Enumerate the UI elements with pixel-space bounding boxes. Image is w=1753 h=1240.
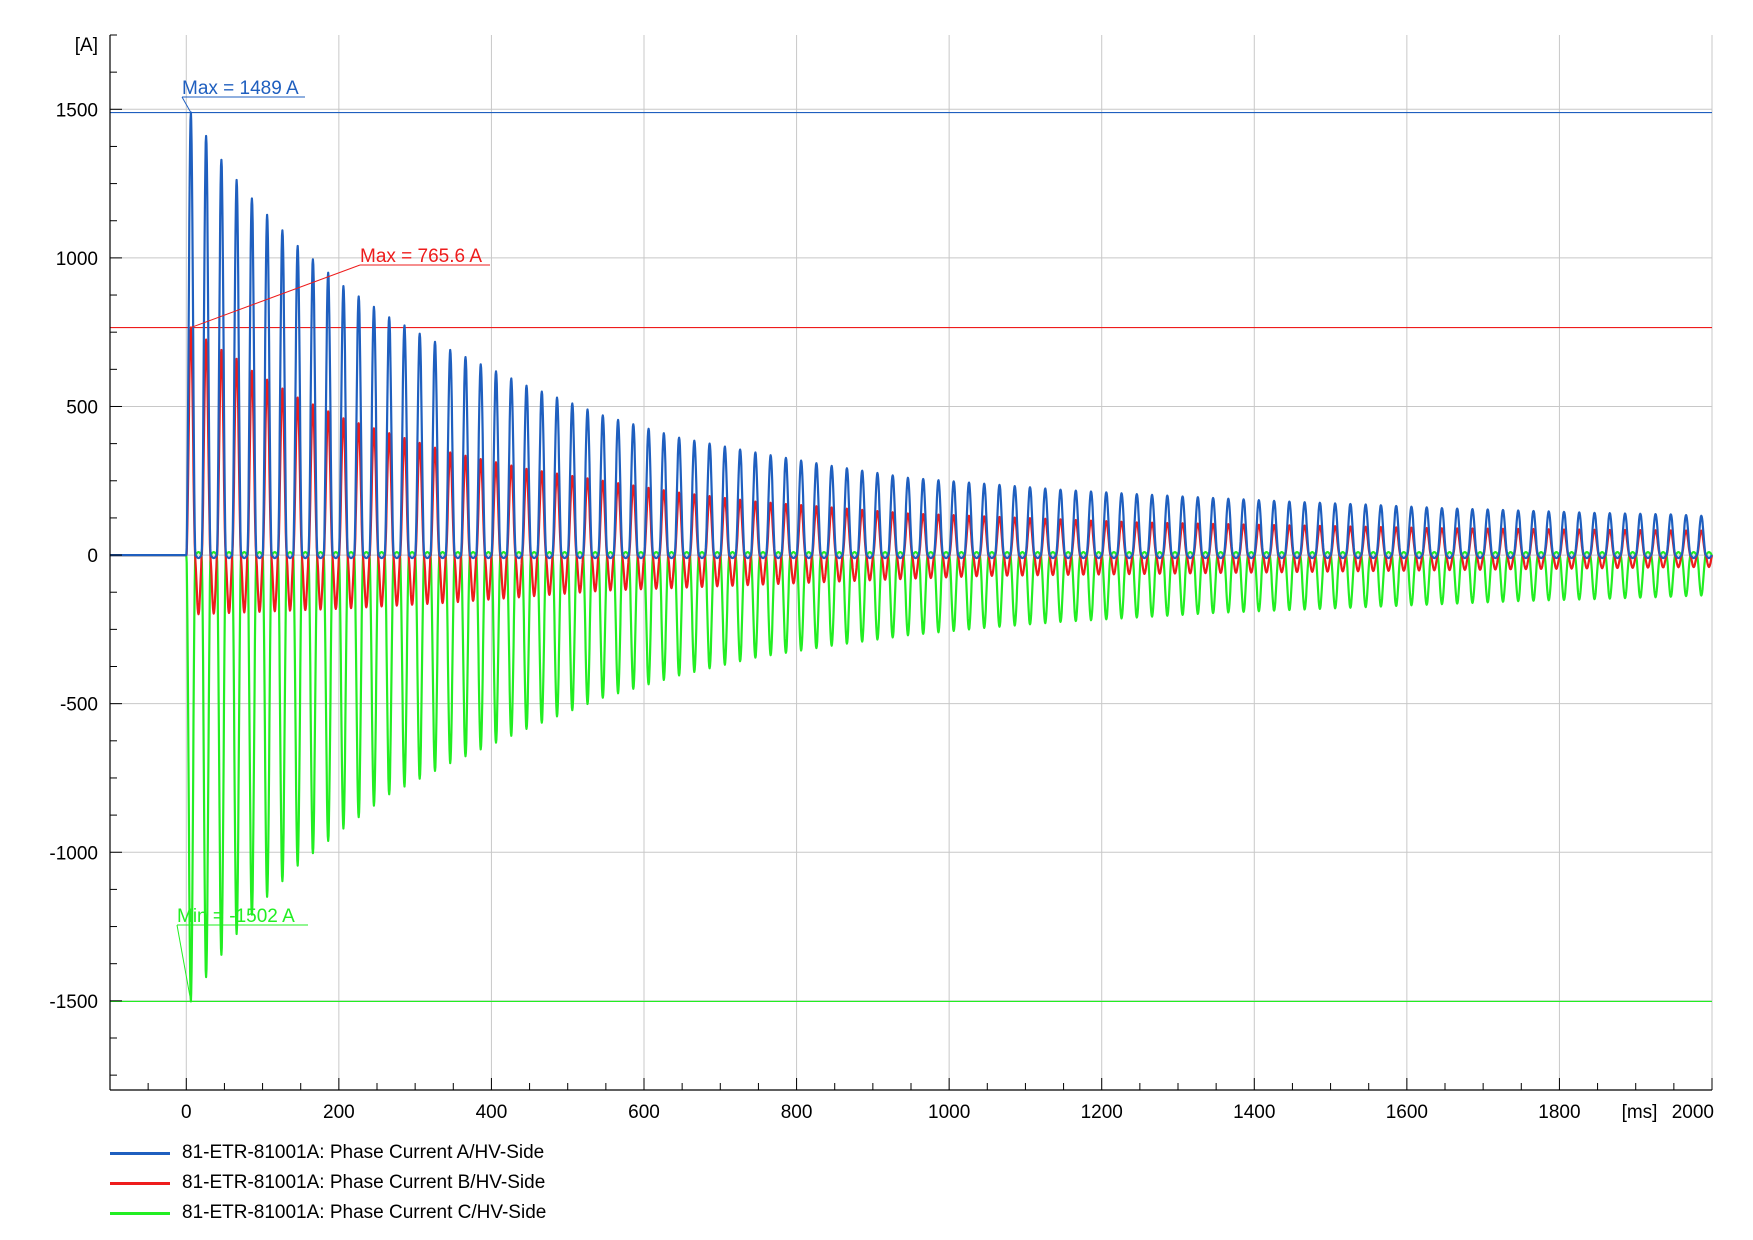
y-tick-label: -1000: [49, 843, 98, 864]
x-tick-label: 0: [181, 1102, 192, 1123]
series-line-a: [110, 111, 1713, 560]
legend-item-b: 81-ETR-81001A: Phase Current B/HV-Side: [110, 1168, 546, 1198]
annotation-label-a: Max = 1489 A: [182, 78, 299, 99]
y-tick-label: 1500: [56, 100, 98, 121]
legend-swatch-c: [110, 1211, 170, 1215]
x-tick-label: 1400: [1233, 1102, 1275, 1123]
annotation-label-b: Max = 765.6 A: [360, 246, 482, 267]
x-tick-label: 1800: [1538, 1102, 1580, 1123]
axes: [109, 34, 1713, 1091]
series-lines: [110, 111, 1714, 1003]
legend-label-c: 81-ETR-81001A: Phase Current C/HV-Side: [182, 1202, 547, 1223]
annotation-leader-c: [176, 924, 192, 1002]
x-tick-label: 400: [476, 1102, 508, 1123]
annotation-leader-a: [181, 96, 192, 113]
legend-item-a: 81-ETR-81001A: Phase Current A/HV-Side: [110, 1138, 546, 1168]
legend-label-b: 81-ETR-81001A: Phase Current B/HV-Side: [182, 1172, 546, 1193]
y-unit-label: [A]: [75, 35, 98, 56]
x-tick-label: 2000: [1672, 1102, 1714, 1123]
y-tick-label: 500: [66, 397, 98, 418]
reference-lines: [110, 111, 1712, 1003]
x-tick-label: 800: [781, 1102, 813, 1123]
legend-item-c: 81-ETR-81001A: Phase Current C/HV-Side: [110, 1198, 546, 1228]
tick-labels: 1500 1000 500 0 -500 -1000 -1500 [A] 0 200 400 600 8…: [49, 35, 1714, 1123]
y-tick-label: 0: [87, 546, 98, 567]
series-line-c: [110, 551, 1713, 1003]
x-tick-label: 600: [628, 1102, 660, 1123]
legend-label-a: 81-ETR-81001A: Phase Current A/HV-Side: [182, 1142, 545, 1163]
legend: 81-ETR-81001A: Phase Current A/HV-Side 8…: [110, 1138, 546, 1228]
annotations: Max = 1489 A Max = 765.6 A Min = -1502 A: [176, 78, 490, 1002]
x-tick-label: 1600: [1386, 1102, 1428, 1123]
annotation-label-c: Min = -1502 A: [177, 906, 295, 927]
annotation-leader-b: [190, 264, 361, 329]
x-tick-label: 1000: [928, 1102, 970, 1123]
x-tick-label: 1200: [1081, 1102, 1123, 1123]
legend-swatch-b: [110, 1181, 170, 1185]
y-tick-label: 1000: [56, 249, 98, 270]
x-unit-label: [ms]: [1622, 1102, 1658, 1123]
legend-swatch-a: [110, 1151, 170, 1155]
series-line-b: [110, 326, 1714, 616]
y-tick-label: -1500: [49, 992, 98, 1013]
y-tick-label: -500: [60, 695, 98, 716]
x-tick-label: 200: [323, 1102, 355, 1123]
